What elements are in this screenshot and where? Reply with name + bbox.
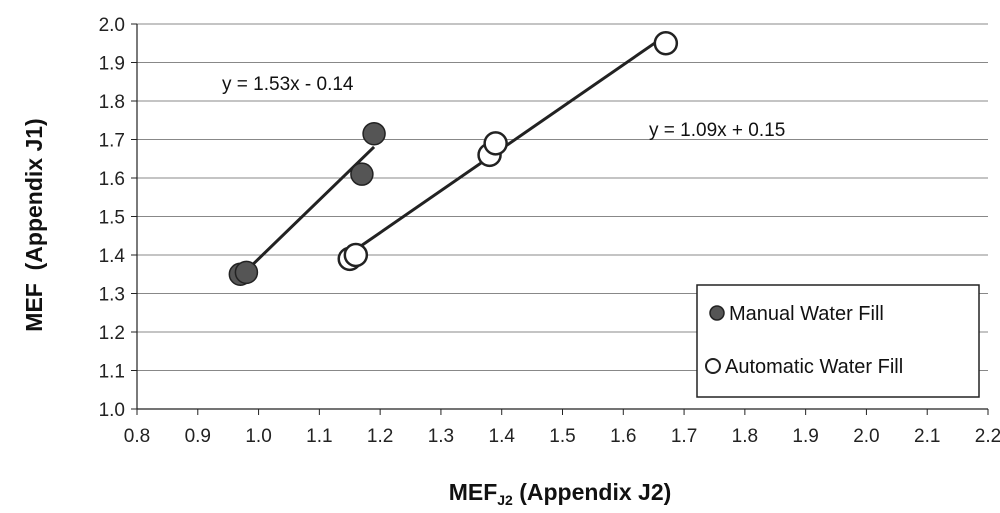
- x-axis-title-main: MEF: [449, 479, 498, 505]
- data-point-manual: [350, 162, 374, 186]
- x-axis-title-rest: (Appendix J2): [513, 479, 671, 505]
- x-tick-label: 1.7: [671, 426, 697, 447]
- trendline-equation-automatic: y = 1.09x + 0.15: [649, 120, 785, 141]
- y-tick-label: 2.0: [99, 15, 125, 36]
- x-tick-label: 1.6: [610, 426, 636, 447]
- legend: Manual Water Fill Automatic Water Fill: [696, 284, 980, 398]
- x-tick-label: 0.9: [185, 426, 211, 447]
- legend-label-manual: Manual Water Fill: [729, 303, 884, 325]
- data-point-manual: [234, 260, 259, 285]
- data-point-manual: [362, 121, 386, 146]
- x-tick-label: 0.8: [124, 426, 150, 447]
- x-tick-label: 1.2: [367, 426, 393, 447]
- y-tick-label: 1.0: [99, 400, 125, 421]
- data-point-automatic: [483, 131, 508, 156]
- x-tick-label: 1.4: [489, 426, 516, 447]
- x-tick-label: 2.1: [914, 426, 940, 447]
- y-tick-label: 1.2: [99, 323, 125, 344]
- y-tick-label: 1.1: [99, 362, 125, 383]
- x-axis-title: MEFJ2 (Appendix J2): [449, 479, 672, 508]
- y-tick-label: 1.6: [99, 169, 125, 190]
- x-tick-label: 1.1: [306, 426, 332, 447]
- legend-label-automatic: Automatic Water Fill: [725, 356, 903, 378]
- y-axis-title: MEF (Appendix J1): [21, 118, 47, 331]
- trendlines: [239, 34, 667, 278]
- y-tick-label: 1.4: [99, 246, 126, 267]
- x-axis-title-subscript: J2: [497, 492, 513, 508]
- x-tick-label: 2.2: [975, 426, 1000, 447]
- x-tick-label: 1.5: [549, 426, 575, 447]
- gridlines: [137, 23, 988, 371]
- data-points: [228, 31, 679, 286]
- y-tick-label: 1.8: [99, 92, 125, 113]
- data-point-automatic: [653, 31, 679, 56]
- x-tick-label: 1.9: [792, 426, 818, 447]
- legend-box: [696, 284, 980, 398]
- x-tick-label: 1.8: [732, 426, 758, 447]
- y-tick-label: 1.5: [99, 208, 125, 229]
- axes: [131, 23, 989, 415]
- legend-marker-manual: [709, 305, 725, 321]
- trendline-equation-manual: y = 1.53x - 0.14: [222, 74, 354, 95]
- y-tick-label: 1.9: [99, 54, 125, 75]
- legend-marker-automatic: [705, 358, 721, 374]
- x-tick-label: 1.0: [245, 426, 271, 447]
- tick-labels: 1.0 1.1 1.2 1.3 1.4 1.5 1.6 1.7 1.8 1.9 2.0 0.8 0.9 1…: [99, 15, 1000, 447]
- y-tick-label: 1.7: [99, 131, 125, 152]
- trendline-equations: y = 1.53x - 0.14 y = 1.09x + 0.15: [222, 74, 785, 141]
- y-tick-label: 1.3: [99, 285, 125, 306]
- x-tick-label: 1.3: [428, 426, 454, 447]
- x-tick-label: 2.0: [853, 426, 879, 447]
- data-point-automatic: [343, 242, 369, 268]
